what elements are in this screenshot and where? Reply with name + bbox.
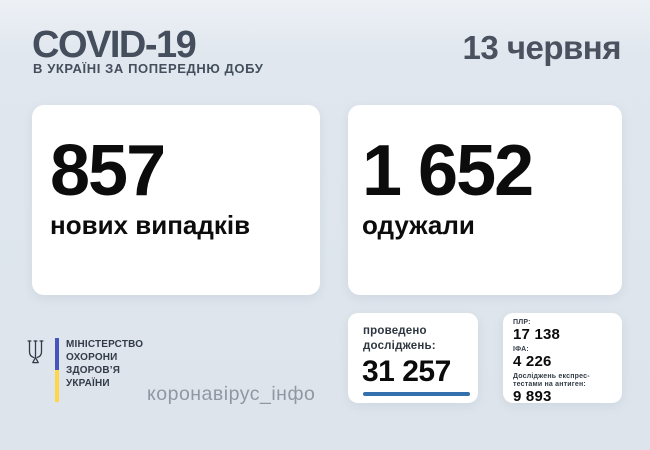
recovered-value: 1 652 (362, 131, 534, 211)
ministry-line: МІНІСТЕРСТВО (66, 338, 144, 350)
tests-underline (363, 392, 470, 396)
ministry-line: УКРАЇНИ (66, 377, 110, 389)
flag-bar-blue (55, 338, 59, 370)
tests-value: 31 257 (362, 355, 451, 388)
flag-bar-yellow (55, 370, 59, 402)
new-cases-value: 857 (50, 131, 166, 211)
recovered-card: 1 652 одужали (348, 105, 622, 295)
new-cases-card: 857 нових випадків (32, 105, 320, 295)
new-cases-label: нових випадків (50, 210, 251, 240)
recovered-label: одужали (362, 210, 475, 240)
page-subtitle: В УКРАЇНІ ЗА ПОПЕРЕДНЮ ДОБУ (33, 61, 264, 76)
page-title: COVID-19 (32, 24, 197, 66)
antigen-label: Досліджень експрес-тестами на антиген: (513, 372, 590, 388)
pcr-label: ПЛР: (513, 319, 531, 326)
tests-card: проведено досліджень: 31 257 (348, 313, 478, 403)
antigen-value: 9 893 (513, 387, 552, 405)
info-channel-handle: коронавірус_інфо (147, 383, 316, 405)
tests-label: проведено досліджень: (363, 325, 436, 352)
elisa-value: 4 226 (513, 352, 552, 370)
trident-icon (27, 340, 44, 364)
flag-bar (55, 338, 59, 402)
ministry-name: МІНІСТЕРСТВО ОХОРОНИ ЗДОРОВ’Я УКРАЇНИ (66, 338, 143, 390)
report-date: 13 червня (462, 29, 621, 66)
test-breakdown-card: ПЛР: 17 138 ІФА: 4 226 Досліджень експре… (503, 313, 622, 404)
pcr-value: 17 138 (513, 326, 561, 344)
ministry-line: ОХОРОНИ (66, 351, 118, 363)
ministry-line: ЗДОРОВ’Я (66, 364, 121, 376)
test-breakdown-list: ПЛР: 17 138 ІФА: 4 226 Досліджень експре… (513, 319, 616, 407)
elisa-label: ІФА: (513, 345, 529, 353)
